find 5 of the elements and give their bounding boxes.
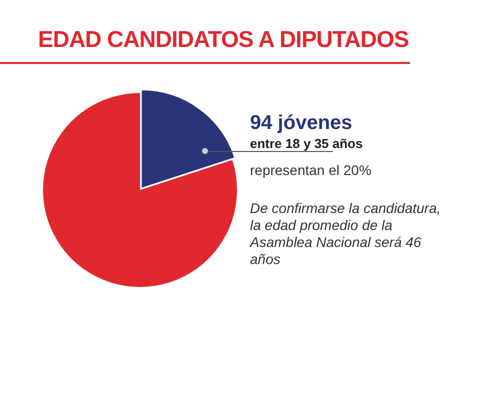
text: De confirmarse la candidatura, la edad promedio de la Asamblea Nacional será 46 años xyxy=(250,200,442,268)
text: entre 18 y 35 años xyxy=(250,136,363,151)
text: 94 jóvenes xyxy=(250,112,352,135)
chart-title: EDAD CANDIDATOS A DIPUTADOS xyxy=(38,26,409,53)
text: representan el 20% xyxy=(250,162,372,178)
